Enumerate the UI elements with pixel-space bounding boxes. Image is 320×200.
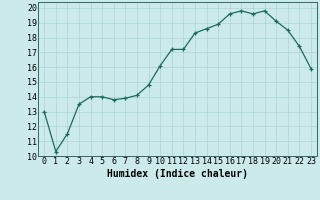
X-axis label: Humidex (Indice chaleur): Humidex (Indice chaleur) (107, 169, 248, 179)
